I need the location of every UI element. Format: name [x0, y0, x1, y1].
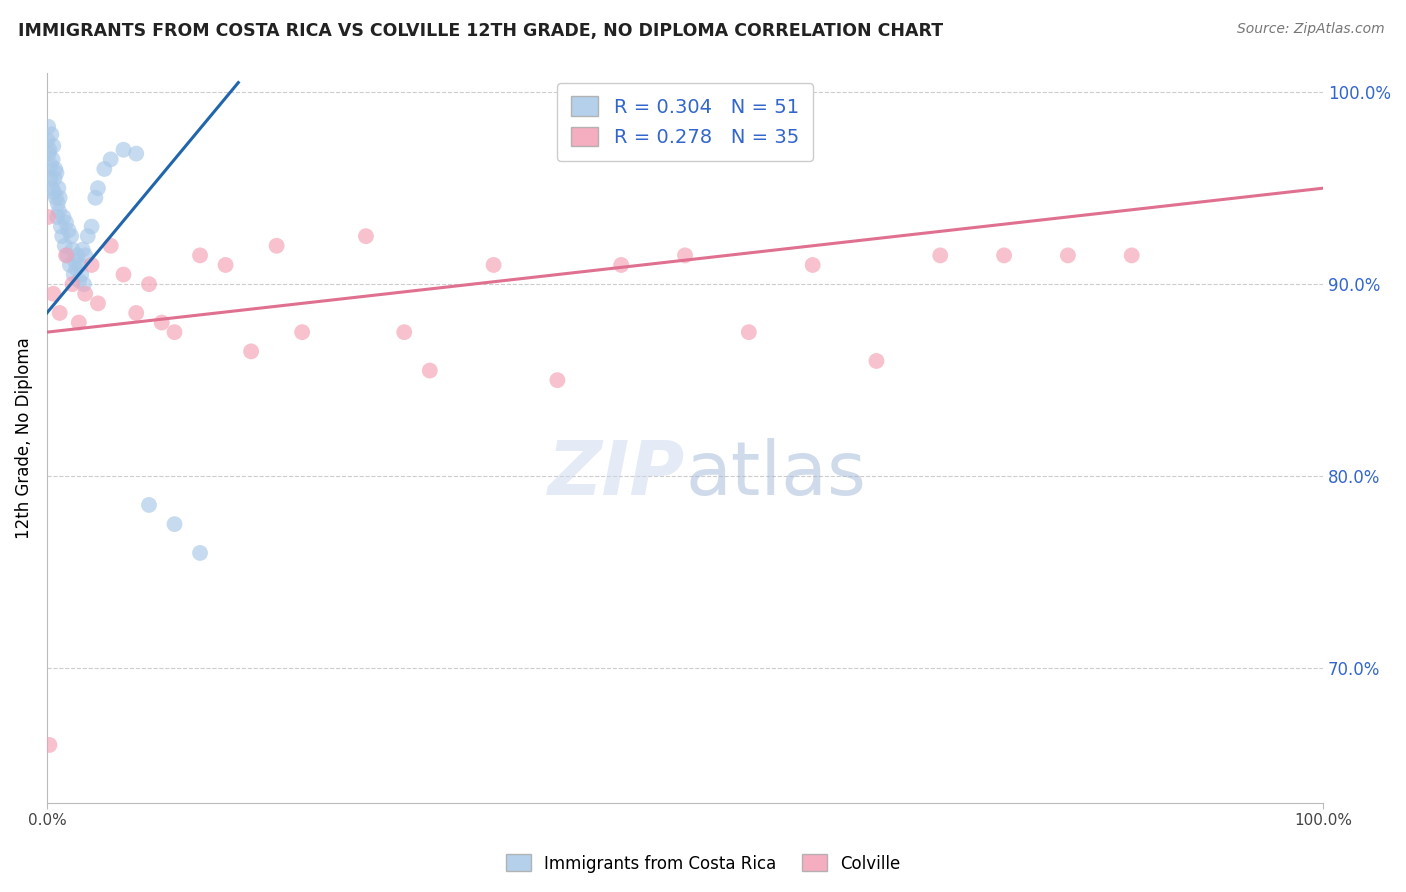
Legend: R = 0.304   N = 51, R = 0.278   N = 35: R = 0.304 N = 51, R = 0.278 N = 35: [557, 83, 813, 161]
Point: [51, 229, 73, 244]
Point: [76, 229, 98, 244]
Point: [41, 128, 63, 142]
Point: [42, 286, 65, 301]
Point: [865, 354, 887, 368]
Point: [188, 248, 211, 262]
Point: [38, 738, 60, 752]
Point: [37, 210, 59, 224]
Point: [738, 325, 761, 339]
Text: Source: ZipAtlas.com: Source: ZipAtlas.com: [1237, 22, 1385, 37]
Point: [62, 277, 84, 292]
Point: [45, 166, 67, 180]
Point: [73, 277, 96, 292]
Point: [37, 133, 59, 147]
Point: [929, 248, 952, 262]
Point: [46, 210, 69, 224]
Point: [67, 316, 90, 330]
Point: [100, 239, 122, 253]
Point: [65, 261, 87, 276]
Point: [48, 181, 70, 195]
Point: [610, 258, 633, 272]
Point: [63, 254, 86, 268]
Point: [80, 219, 103, 234]
Point: [49, 219, 72, 234]
Point: [419, 363, 441, 377]
Point: [41, 153, 63, 167]
Point: [112, 268, 135, 282]
Point: [62, 243, 84, 257]
Point: [58, 223, 80, 237]
Point: [48, 306, 70, 320]
Point: [138, 277, 160, 292]
Point: [394, 325, 416, 339]
Point: [39, 171, 62, 186]
Point: [56, 248, 79, 262]
Point: [41, 181, 63, 195]
Point: [42, 139, 65, 153]
Point: [37, 120, 59, 134]
Point: [112, 143, 135, 157]
Point: [45, 191, 67, 205]
Point: [66, 248, 89, 262]
Point: [80, 258, 103, 272]
Point: [87, 296, 110, 310]
Point: [38, 146, 60, 161]
Point: [354, 229, 377, 244]
Point: [993, 248, 1015, 262]
Point: [125, 306, 148, 320]
Point: [125, 146, 148, 161]
Point: [482, 258, 505, 272]
Point: [1121, 248, 1143, 262]
Text: ZIP: ZIP: [548, 438, 685, 511]
Point: [546, 373, 568, 387]
Point: [72, 243, 94, 257]
Point: [48, 191, 70, 205]
Point: [55, 248, 77, 262]
Point: [84, 191, 107, 205]
Point: [67, 273, 90, 287]
Point: [46, 196, 69, 211]
Point: [801, 258, 824, 272]
Point: [214, 258, 236, 272]
Point: [150, 316, 173, 330]
Text: atlas: atlas: [685, 438, 866, 511]
Point: [75, 286, 97, 301]
Point: [53, 239, 76, 253]
Point: [44, 171, 66, 186]
Point: [87, 181, 110, 195]
Point: [48, 204, 70, 219]
Point: [60, 229, 83, 244]
Point: [55, 216, 77, 230]
Point: [163, 325, 186, 339]
Point: [38, 143, 60, 157]
Legend: Immigrants from Costa Rica, Colville: Immigrants from Costa Rica, Colville: [499, 847, 907, 880]
Point: [266, 239, 288, 253]
Point: [39, 158, 62, 172]
Point: [59, 258, 82, 272]
Point: [100, 153, 122, 167]
Text: IMMIGRANTS FROM COSTA RICA VS COLVILLE 12TH GRADE, NO DIPLOMA CORRELATION CHART: IMMIGRANTS FROM COSTA RICA VS COLVILLE 1…: [18, 22, 943, 40]
Point: [52, 210, 75, 224]
Point: [69, 258, 91, 272]
Point: [70, 268, 93, 282]
Point: [240, 344, 263, 359]
Point: [93, 161, 115, 176]
Point: [62, 268, 84, 282]
Y-axis label: 12th Grade, No Diploma: 12th Grade, No Diploma: [15, 337, 32, 539]
Point: [673, 248, 696, 262]
Point: [44, 161, 66, 176]
Point: [291, 325, 314, 339]
Point: [188, 546, 211, 560]
Point: [75, 248, 97, 262]
Point: [42, 185, 65, 199]
Point: [138, 498, 160, 512]
Point: [163, 517, 186, 532]
Point: [1057, 248, 1080, 262]
